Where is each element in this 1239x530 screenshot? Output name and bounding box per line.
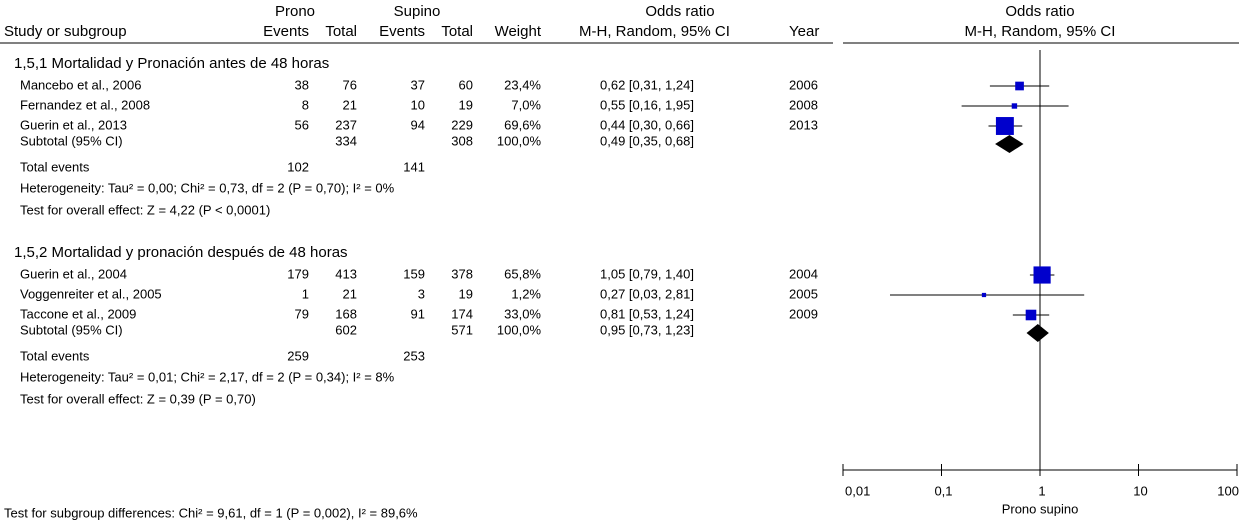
group-header: Odds ratio [1005,3,1074,20]
x-tick-label: 1 [1038,483,1045,498]
table-cell: 141 [403,159,425,174]
subgroup-title: 1,5,2 Mortalidad y pronación después de … [14,244,348,261]
table-cell: 38 [295,77,309,92]
overall-effect: Test for overall effect: Z = 4,22 (P < 0… [20,202,270,217]
group-header: Odds ratio [645,3,714,20]
column-header: Study or subgroup [4,23,127,40]
study-square [981,292,987,298]
table-cell: 0,27 [0,03, 2,81] [600,286,694,301]
overall-effect: Test for overall effect: Z = 0,39 (P = 0… [20,391,256,406]
table-cell: 3 [418,286,425,301]
table-cell: 0,95 [0,73, 1,23] [600,322,694,337]
study-square [1015,81,1024,91]
study-square [1011,103,1018,109]
column-header: Total [325,23,357,40]
table-cell: 2013 [789,117,818,132]
table-cell: 100,0% [497,133,542,148]
table-cell: 0,44 [0,30, 0,66] [600,117,694,132]
column-header: Year [789,23,819,40]
study-square [995,117,1014,135]
table-cell: 2005 [789,286,818,301]
column-header: M-H, Random, 95% CI [965,23,1116,40]
study-square [1025,309,1037,321]
subtotal-name: Subtotal (95% CI) [20,322,123,337]
study-name: Fernandez et al., 2008 [20,97,150,112]
table-cell: 91 [411,306,425,321]
study-name: Taccone et al., 2009 [20,306,136,321]
table-cell: 37 [411,77,425,92]
column-header: M-H, Random, 95% CI [579,23,730,40]
pooled-diamond [1026,324,1049,342]
table-cell: 179 [287,266,309,281]
heterogeneity: Heterogeneity: Tau² = 0,00; Chi² = 0,73,… [20,180,395,195]
column-header: Weight [495,23,542,40]
x-tick-label: 0,1 [934,483,952,498]
study-name: Mancebo et al., 2006 [20,77,141,92]
study-square [1033,266,1051,284]
total-events-name: Total events [20,159,90,174]
x-tick-label: 0,01 [845,483,870,498]
table-cell: 2009 [789,306,818,321]
table-cell: 79 [295,306,309,321]
table-cell: 168 [335,306,357,321]
column-header: Events [263,23,309,40]
table-cell: 56 [295,117,309,132]
table-cell: 229 [451,117,473,132]
table-cell: 1 [302,286,309,301]
table-cell: 174 [451,306,473,321]
study-name: Voggenreiter et al., 2005 [20,286,162,301]
column-header: Events [379,23,425,40]
study-name: Guerin et al., 2004 [20,266,127,281]
x-axis-label: Prono supino [1002,501,1079,516]
table-cell: 69,6% [504,117,541,132]
table-cell: 2006 [789,77,818,92]
subgroup-title: 1,5,1 Mortalidad y Pronación antes de 48… [14,55,329,72]
table-cell: 0,49 [0,35, 0,68] [600,133,694,148]
table-cell: 378 [451,266,473,281]
subtotal-name: Subtotal (95% CI) [20,133,123,148]
table-cell: 2008 [789,97,818,112]
table-cell: 76 [343,77,357,92]
table-cell: 602 [335,322,357,337]
table-cell: 0,55 [0,16, 1,95] [600,97,694,112]
heterogeneity: Heterogeneity: Tau² = 0,01; Chi² = 2,17,… [20,369,395,384]
x-tick-label: 100 [1217,483,1239,498]
table-cell: 259 [287,348,309,363]
table-cell: 571 [451,322,473,337]
table-cell: 19 [459,286,473,301]
table-cell: 94 [411,117,425,132]
table-cell: 10 [411,97,425,112]
subgroup-differences: Test for subgroup differences: Chi² = 9,… [4,505,418,520]
table-cell: 0,81 [0,53, 1,24] [600,306,694,321]
table-cell: 33,0% [504,306,541,321]
pooled-diamond [995,135,1024,153]
table-cell: 102 [287,159,309,174]
table-cell: 413 [335,266,357,281]
total-events-name: Total events [20,348,90,363]
table-cell: 8 [302,97,309,112]
table-cell: 60 [459,77,473,92]
x-tick-label: 10 [1133,483,1147,498]
table-cell: 21 [343,286,357,301]
table-cell: 159 [403,266,425,281]
table-cell: 100,0% [497,322,542,337]
table-cell: 7,0% [511,97,541,112]
table-cell: 1,05 [0,79, 1,40] [600,266,694,281]
table-cell: 0,62 [0,31, 1,24] [600,77,694,92]
table-cell: 334 [335,133,357,148]
column-header: Total [441,23,473,40]
table-cell: 1,2% [511,286,541,301]
group-header: Prono [275,3,315,20]
group-header: Supino [394,3,441,20]
study-name: Guerin et al., 2013 [20,117,127,132]
table-cell: 308 [451,133,473,148]
table-cell: 19 [459,97,473,112]
table-cell: 2004 [789,266,818,281]
table-cell: 21 [343,97,357,112]
table-cell: 237 [335,117,357,132]
table-cell: 253 [403,348,425,363]
table-cell: 65,8% [504,266,541,281]
table-cell: 23,4% [504,77,541,92]
